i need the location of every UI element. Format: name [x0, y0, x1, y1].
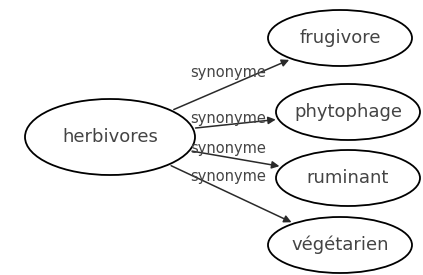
Text: frugivore: frugivore [299, 29, 381, 47]
Text: végétarien: végétarien [291, 236, 389, 254]
Text: phytophage: phytophage [294, 103, 402, 121]
Text: synonyme: synonyme [190, 169, 266, 183]
Text: synonyme: synonyme [190, 141, 266, 155]
Text: synonyme: synonyme [190, 65, 266, 79]
Text: herbivores: herbivores [62, 128, 158, 146]
Text: ruminant: ruminant [307, 169, 389, 187]
Text: synonyme: synonyme [190, 111, 266, 125]
